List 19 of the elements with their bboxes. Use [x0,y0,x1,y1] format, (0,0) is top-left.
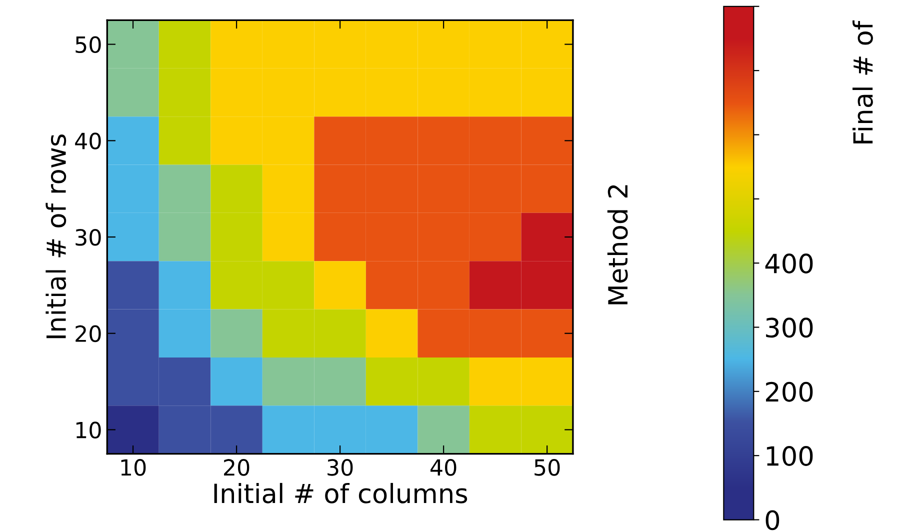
y-tick-label: 10 [76,422,101,438]
x-axis-title: Initial # of columns [214,482,468,504]
color-bar-label: 100 [766,446,813,466]
y-tick-label: 50 [76,36,101,54]
x-tick-label: 10 [121,459,146,476]
color-bar-label: 0 [766,510,780,530]
color-bar-label: 200 [766,382,813,402]
x-tick-label: 40 [430,459,456,476]
y-tick-label: 40 [75,132,101,150]
x-tick-label: 20 [224,459,250,476]
color-bar-label: 400 [765,254,813,274]
y-tick-label: 30 [76,228,101,246]
y-tick-label: 20 [76,325,101,342]
x-tick-label: 50 [534,459,560,476]
y-axis-title: Initial # of rows [46,134,66,338]
color-bar-label: 300 [766,318,813,338]
color-bar-title: Final # of [852,20,873,144]
x-tick-label: 30 [328,459,353,476]
text: Method 2 [607,185,628,304]
